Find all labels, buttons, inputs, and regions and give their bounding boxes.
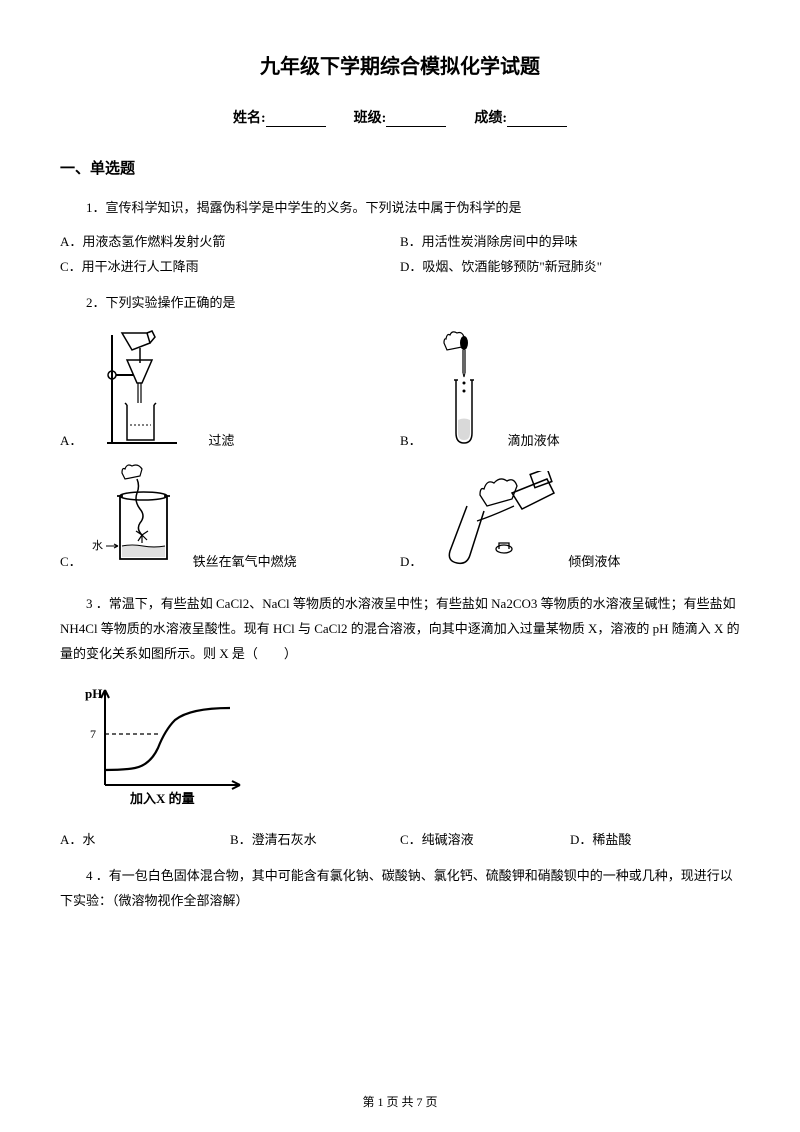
page-footer: 第 1 页 共 7 页 (0, 1093, 800, 1110)
q2-text: 2．下列实验操作正确的是 (60, 291, 740, 316)
q3-opt-b: B．澄清石灰水 (230, 829, 400, 848)
q3-opt-d: D．稀盐酸 (570, 829, 740, 848)
score-label: 成绩: (474, 111, 507, 126)
q1-opt-b: B．用活性炭消除房间中的异味 (400, 231, 740, 250)
q3-chart: pH 7 加入X 的量 (80, 680, 740, 815)
q2-opt-a: A． 过滤 (60, 325, 400, 449)
q1-options-row1: A．用液态氢作燃料发射火箭 B．用活性炭消除房间中的异味 (60, 231, 740, 250)
q3-options: A．水 B．澄清石灰水 C．纯碱溶液 D．稀盐酸 (60, 829, 740, 848)
q2-opt-c: C． 水 铁丝在氧气中燃烧 (60, 461, 400, 570)
q2-d-image (432, 471, 562, 570)
header-fields: 姓名: 班级: 成绩: (60, 107, 740, 127)
q1-opt-a: A．用液态氢作燃料发射火箭 (60, 231, 400, 250)
q2-opt-d: D． 倾倒液体 (400, 461, 740, 570)
q3-opt-a: A．水 (60, 829, 230, 848)
q1-opt-d: D．吸烟、饮酒能够预防"新冠肺炎" (400, 256, 740, 275)
water-label: 水 (92, 539, 103, 552)
q1-options-row2: C．用干冰进行人工降雨 D．吸烟、饮酒能够预防"新冠肺炎" (60, 256, 740, 275)
q3-opt-c: C．纯碱溶液 (400, 829, 570, 848)
filtration-icon (92, 325, 202, 445)
q2-c-image: 水 (92, 461, 187, 570)
dropper-icon (432, 325, 502, 445)
q2-d-caption: 倾倒液体 (568, 551, 620, 570)
ph-7-label: 7 (90, 727, 96, 741)
q2-a-letter: A． (60, 430, 82, 449)
q2-image-options: A． 过滤 (60, 325, 740, 582)
class-label: 班级: (354, 111, 387, 126)
q2-b-image (432, 325, 502, 449)
q2-c-caption: 铁丝在氧气中燃烧 (193, 551, 297, 570)
ph-y-label: pH (85, 686, 102, 701)
q1-text: 1．宣传科学知识，揭露伪科学是中学生的义务。下列说法中属于伪科学的是 (60, 196, 740, 221)
pouring-icon (432, 471, 562, 566)
q2-b-letter: B． (400, 430, 422, 449)
q1-opt-c: C．用干冰进行人工降雨 (60, 256, 400, 275)
q2-opt-b: B． 滴加液体 (400, 325, 740, 449)
q2-a-caption: 过滤 (208, 430, 234, 449)
q2-a-image (92, 325, 202, 449)
combustion-icon: 水 (92, 461, 187, 566)
page-title: 九年级下学期综合模拟化学试题 (60, 50, 740, 79)
q2-d-letter: D． (400, 551, 422, 570)
ph-chart-icon: pH 7 加入X 的量 (80, 680, 250, 810)
score-blank (507, 111, 567, 127)
q2-b-caption: 滴加液体 (508, 430, 560, 449)
q4-text: 4 ．有一包白色固体混合物，其中可能含有氯化钠、碳酸钠、氯化钙、硫酸钾和硝酸钡中… (60, 864, 740, 913)
name-label: 姓名: (233, 111, 266, 126)
name-blank (266, 111, 326, 127)
ph-x-label: 加入X 的量 (129, 791, 195, 806)
q2-c-letter: C． (60, 551, 82, 570)
q3-text: 3 ．常温下，有些盐如 CaCl2、NaCl 等物质的水溶液呈中性；有些盐如 N… (60, 592, 740, 666)
section-heading: 一、单选题 (60, 157, 740, 178)
class-blank (386, 111, 446, 127)
